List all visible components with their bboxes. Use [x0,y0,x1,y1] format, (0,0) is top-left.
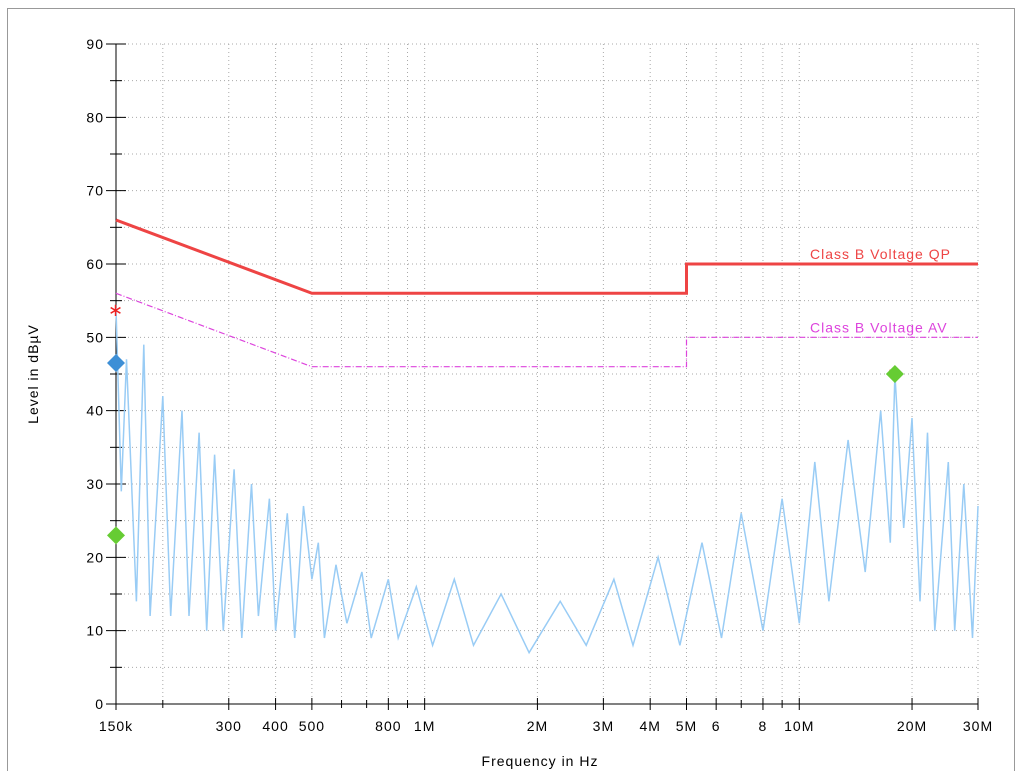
marker-star: ∗ [108,300,124,320]
x-tick-label: 800 [375,718,401,734]
y-tick-label: 70 [86,183,104,199]
x-tick-label: 8 [759,718,768,734]
x-tick-label: 1M [414,718,435,734]
x-axis-label: Frequency in Hz [482,753,599,769]
y-tick-label: 10 [86,623,104,639]
y-tick-label: 50 [86,329,104,345]
frame [7,8,1015,771]
series-line [115,292,978,368]
y-tick-label: 60 [86,256,104,272]
limit-label: Class B Voltage QP [810,246,951,262]
x-tick-label: 5M [676,718,697,734]
x-tick-label: 500 [299,718,325,734]
y-tick-label: 40 [86,403,104,419]
x-tick-label: 4M [639,718,660,734]
limit-label: Class B Voltage AV [810,319,948,335]
series-line [115,218,978,295]
plot: 150k 300 400 500 800 1M 2M 3M 4M 5M 6 8 10M 20M 30M 0 10… [86,36,993,734]
x-tick-label: 10M [784,718,814,734]
y-tick-label: 20 [86,549,104,565]
marker-diamond [107,526,125,545]
x-tick-label: 20M [897,718,927,734]
y-tick-label: 30 [86,476,104,492]
y-tick-label: 90 [86,36,104,52]
x-tick-label: 300 [216,718,242,734]
x-tick-label: 400 [262,718,288,734]
marker-diamond [885,365,904,383]
y-axis-label: Level in dBµV [25,324,41,424]
marker-diamond [107,354,125,372]
y-tick-label: 0 [95,696,104,712]
x-tick-label: 30M [963,718,993,734]
x-tick-label: 2M [527,718,548,734]
series-line [115,307,979,655]
x-tick-label: 150k [99,718,133,734]
x-tick-label: 3M [593,718,614,734]
y-tick-label: 80 [86,109,104,125]
x-tick-label: 6 [712,718,721,734]
